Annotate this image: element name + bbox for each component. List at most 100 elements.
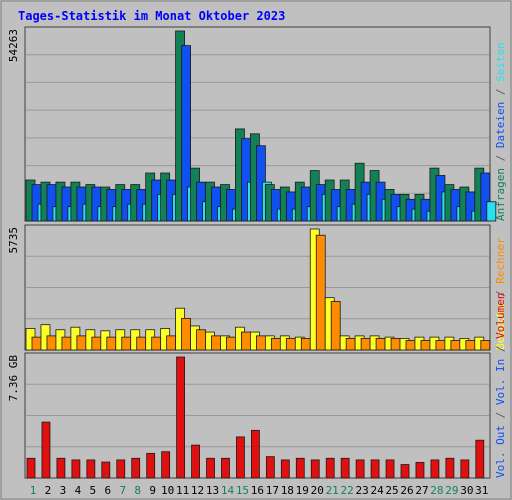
day-label-18: 18 — [281, 484, 294, 497]
bar-rechner-day-19 — [300, 337, 311, 351]
bar-rechner-day-14 — [226, 336, 236, 351]
bar-rechner-day-16 — [255, 335, 266, 351]
day-label-9: 9 — [149, 484, 156, 497]
legend-volin: Vol. In — [494, 359, 507, 405]
legend-separator: / — [494, 284, 507, 304]
bar-volumen-day-22 — [340, 457, 350, 479]
bar-rechner-day-21 — [330, 301, 341, 351]
day-label-21: 21 — [326, 484, 339, 497]
bar-rechner-day-11 — [181, 317, 192, 351]
legend-besuche: Besuche — [494, 304, 507, 350]
bar-volumen-day-18 — [280, 459, 290, 479]
bar-rechner-day-7 — [121, 336, 132, 351]
bar-volumen-day-19 — [295, 457, 305, 479]
bar-volumen-day-5 — [86, 459, 96, 479]
top-ymax-label: 54263 — [7, 29, 20, 62]
day-label-23: 23 — [355, 484, 368, 497]
bar-rechner-day-13 — [211, 335, 221, 351]
bar-rechner-day-10 — [166, 335, 177, 351]
bar-dateien-day-31 — [480, 172, 491, 222]
bar-volumen-day-7 — [116, 459, 126, 479]
bar-rechner-day-20 — [315, 234, 326, 351]
day-axis-labels: 1 2 3 4 5 6 7 8 9 10 11 12 13 14 15 16 17 18 19 20 21 22 23 24 2… — [30, 484, 489, 497]
bar-rechner-day-27 — [420, 340, 431, 351]
bar-rechner-day-6 — [106, 336, 117, 351]
bar-rechner-day-29 — [450, 340, 461, 351]
bar-volumen-day-25 — [385, 459, 395, 479]
bar-volumen-day-2 — [41, 421, 51, 479]
day-label-5: 5 — [90, 484, 97, 497]
bar-rechner-day-17 — [270, 337, 281, 351]
bar-rechner-day-25 — [390, 337, 401, 351]
panels: 54263 5735 7.36 GB — [7, 26, 497, 479]
middle-ymax-label: 5735 — [7, 227, 20, 254]
bar-seiten-day-31 — [486, 201, 497, 222]
day-label-6: 6 — [104, 484, 111, 497]
day-label-15: 15 — [236, 484, 249, 497]
bar-volumen-day-1 — [26, 457, 36, 479]
bar-rechner-day-8 — [136, 336, 147, 351]
day-label-1: 1 — [30, 484, 37, 497]
bar-rechner-day-5 — [91, 336, 102, 351]
bar-volumen-day-8 — [131, 457, 141, 479]
right-legend: Anfragen / Dateien / Seiten Besuche / Rec… — [494, 42, 507, 478]
bar-rechner-day-2 — [46, 335, 57, 351]
legend-dateien: Dateien — [494, 102, 507, 148]
bar-volumen-day-14 — [221, 457, 230, 479]
bottom-ymax-label: 7.36 GB — [7, 355, 20, 402]
bar-rechner-day-28 — [435, 340, 446, 351]
bar-rechner-day-23 — [360, 337, 371, 351]
bar-volumen-day-23 — [355, 459, 365, 479]
bar-volumen-day-28 — [430, 459, 440, 479]
day-label-24: 24 — [370, 484, 384, 497]
legend-rechner: Rechner — [494, 237, 507, 284]
day-label-4: 4 — [75, 484, 82, 497]
bar-rechner-day-15 — [241, 331, 251, 351]
day-label-29: 29 — [445, 484, 458, 497]
bar-volumen-day-27 — [415, 461, 425, 479]
bar-volumen-day-15 — [236, 436, 245, 479]
bar-volumen-day-16 — [250, 429, 260, 479]
bar-volumen-day-26 — [400, 464, 410, 479]
bottom-panel: 7.36 GB — [7, 352, 491, 479]
right-legend-group-2: Besuche / Rechner — [494, 237, 507, 350]
bar-rechner-day-22 — [345, 337, 356, 351]
bar-volumen-day-4 — [71, 459, 81, 479]
bar-volumen-day-24 — [370, 459, 380, 479]
bar-rechner-day-26 — [405, 340, 416, 351]
day-label-8: 8 — [134, 484, 141, 497]
bar-rechner-day-3 — [61, 336, 72, 351]
day-label-3: 3 — [60, 484, 67, 497]
legend-volumen: Volumen — [494, 293, 507, 339]
bar-rechner-day-31 — [480, 340, 491, 351]
bar-volumen-day-9 — [146, 452, 156, 479]
bar-volumen-day-3 — [56, 457, 66, 479]
day-label-10: 10 — [161, 484, 174, 497]
bar-volumen-day-20 — [310, 459, 320, 479]
bar-rechner-day-4 — [76, 335, 87, 351]
legend-separator: / — [494, 82, 507, 102]
day-label-16: 16 — [251, 484, 264, 497]
bar-volumen-day-31 — [475, 439, 485, 479]
bar-rechner-day-12 — [196, 329, 206, 351]
day-label-27: 27 — [415, 484, 428, 497]
day-label-19: 19 — [296, 484, 309, 497]
bar-rechner-day-9 — [151, 336, 162, 351]
day-label-25: 25 — [385, 484, 398, 497]
bar-volumen-day-6 — [101, 461, 111, 479]
bar-volumen-day-12 — [191, 444, 200, 479]
bar-volumen-day-29 — [445, 457, 455, 479]
legend-separator: / — [494, 405, 507, 425]
right-legend-group-3: Vol. Out / Vol. In / Volumen — [494, 293, 507, 478]
day-label-28: 28 — [430, 484, 443, 497]
day-label-31: 31 — [475, 484, 488, 497]
bar-volumen-day-10 — [161, 451, 171, 479]
day-label-7: 7 — [119, 484, 126, 497]
right-legend-group-1: Anfragen / Dateien / Seiten — [494, 42, 507, 221]
day-label-2: 2 — [45, 484, 52, 497]
bar-rechner-day-18 — [285, 337, 296, 351]
day-label-20: 20 — [311, 484, 324, 497]
bar-dateien-day-11 — [181, 45, 192, 222]
bar-volumen-day-11 — [176, 356, 186, 479]
